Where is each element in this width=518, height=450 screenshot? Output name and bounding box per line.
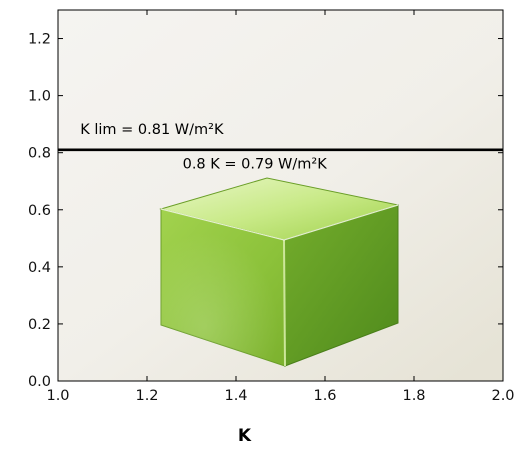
y-tick-label: 0.2 bbox=[28, 317, 51, 333]
x-tick-label: 1.0 bbox=[46, 388, 69, 404]
x-tick-label: 1.6 bbox=[313, 388, 336, 404]
x-tick-label: 1.4 bbox=[224, 388, 247, 404]
plot-frame bbox=[57, 9, 504, 382]
y-tick-label: 0.6 bbox=[28, 203, 51, 219]
x-tick-label: 1.2 bbox=[135, 388, 158, 404]
annotation-0: K lim = 0.81 W/m²K bbox=[80, 122, 224, 138]
y-tick-label: 0.0 bbox=[28, 374, 51, 390]
green-cube-icon bbox=[159, 177, 399, 367]
y-tick-label: 1.2 bbox=[28, 32, 51, 48]
y-tick-label: 1.0 bbox=[28, 89, 51, 105]
x-tick-label: 2.0 bbox=[491, 388, 514, 404]
x-axis-label: K bbox=[238, 426, 252, 446]
annotation-1: 0.8 K = 0.79 W/m²K bbox=[183, 156, 328, 172]
y-tick-label: 0.4 bbox=[28, 260, 51, 276]
y-tick-label: 0.8 bbox=[28, 146, 51, 162]
x-tick-label: 1.8 bbox=[402, 388, 425, 404]
